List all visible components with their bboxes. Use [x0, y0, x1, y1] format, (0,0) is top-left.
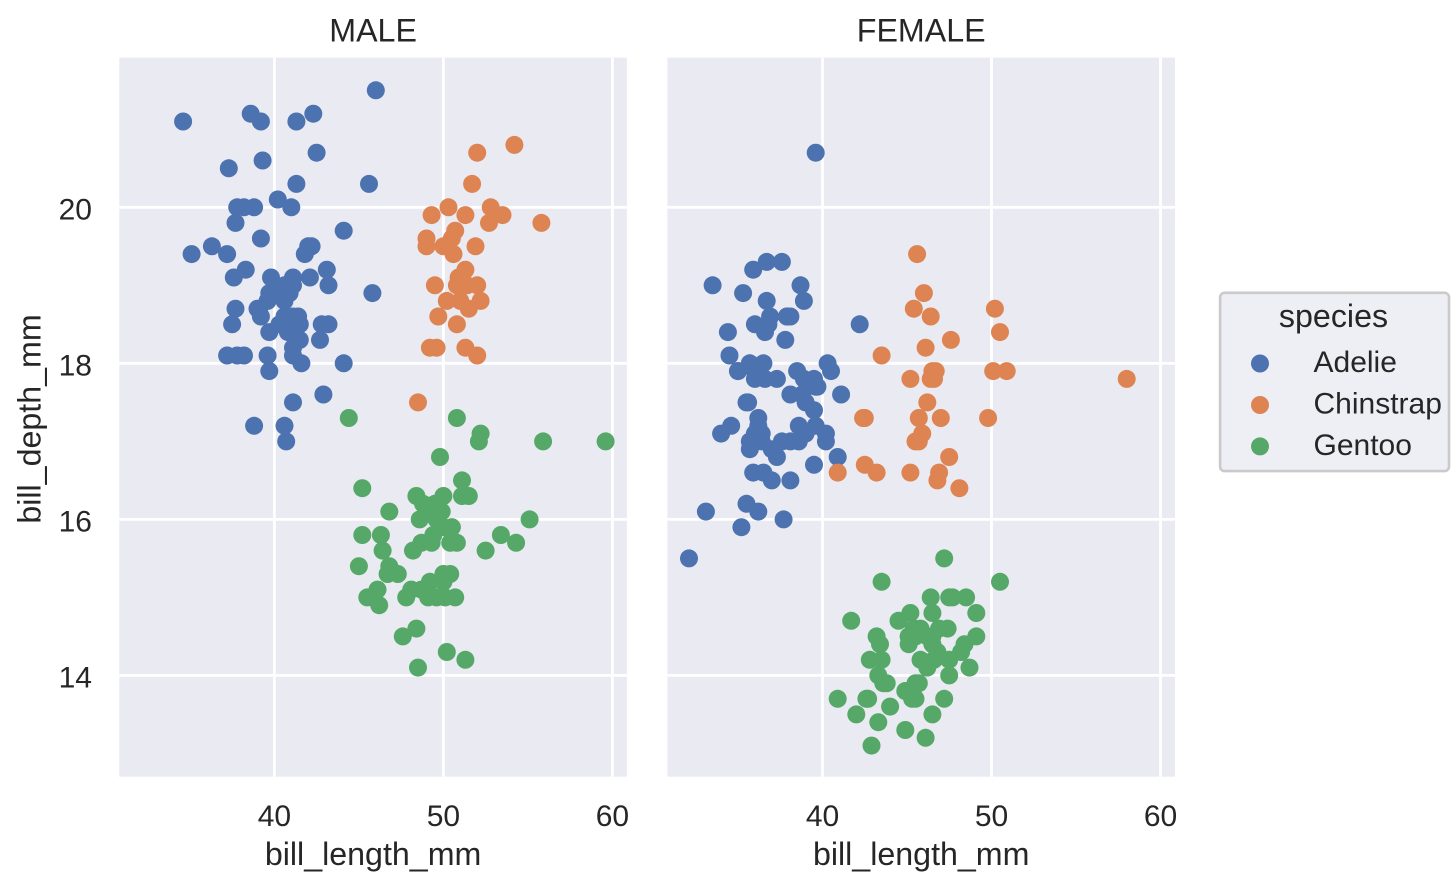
svg-text:50: 50 — [975, 800, 1008, 833]
svg-text:50: 50 — [427, 800, 460, 833]
svg-text:Adelie: Adelie — [1314, 346, 1397, 379]
svg-text:FEMALE: FEMALE — [857, 13, 986, 49]
svg-text:40: 40 — [258, 800, 291, 833]
svg-text:60: 60 — [596, 800, 629, 833]
svg-text:60: 60 — [1144, 800, 1177, 833]
svg-text:Chinstrap: Chinstrap — [1314, 388, 1442, 421]
svg-text:species: species — [1279, 298, 1388, 334]
svg-text:40: 40 — [806, 800, 839, 833]
svg-text:MALE: MALE — [329, 13, 417, 49]
svg-text:bill_length_mm: bill_length_mm — [813, 836, 1029, 872]
svg-text:bill_depth_mm: bill_depth_mm — [12, 314, 48, 523]
svg-text:18: 18 — [59, 350, 92, 383]
svg-text:Gentoo: Gentoo — [1314, 429, 1412, 462]
svg-text:bill_length_mm: bill_length_mm — [265, 836, 481, 872]
svg-text:20: 20 — [59, 194, 92, 227]
svg-text:16: 16 — [59, 506, 92, 539]
svg-text:14: 14 — [59, 662, 92, 695]
